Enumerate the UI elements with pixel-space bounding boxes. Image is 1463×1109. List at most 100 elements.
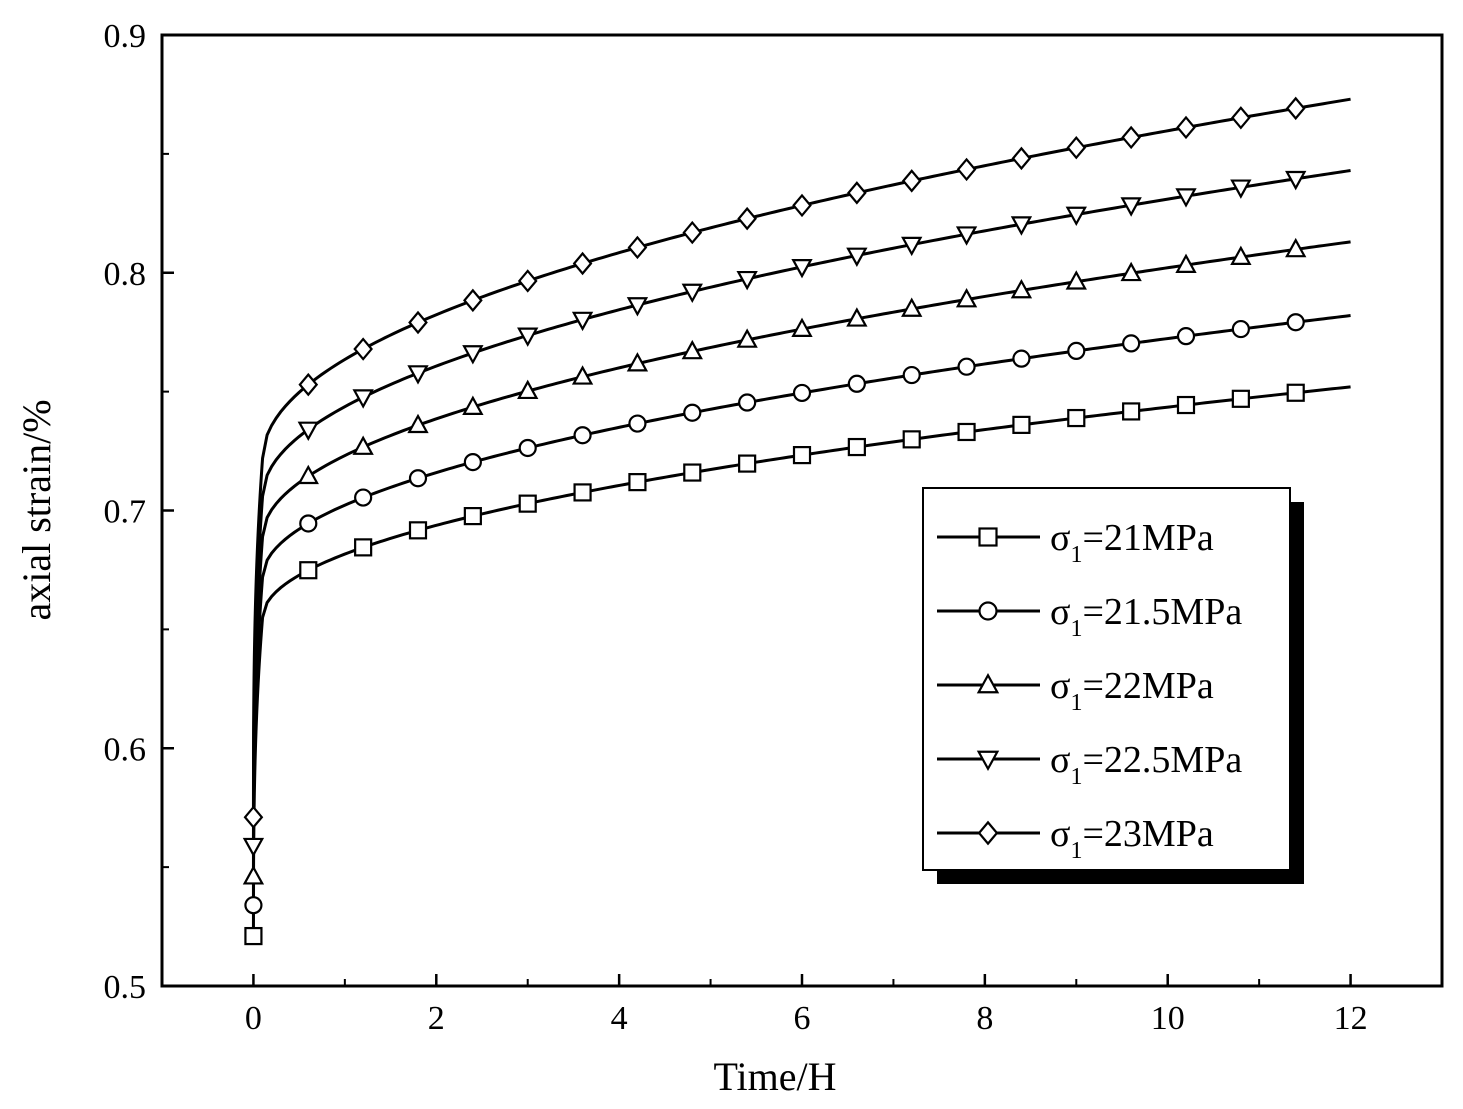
data-point	[1066, 136, 1087, 160]
data-point	[1285, 237, 1307, 258]
data-point	[1122, 334, 1141, 353]
y-tick-label: 0.8	[104, 256, 147, 293]
data-point	[1120, 197, 1142, 217]
data-point	[956, 157, 977, 182]
x-tick-label: 10	[1151, 1000, 1185, 1037]
legend-marker	[976, 672, 1000, 694]
data-point	[902, 430, 921, 449]
legend-label: σ1=23MPa	[1050, 813, 1214, 864]
x-axis-title: Time/H	[713, 1054, 836, 1099]
data-point	[353, 337, 373, 361]
data-point	[683, 403, 702, 422]
data-point	[791, 317, 813, 337]
data-point	[681, 339, 703, 360]
data-point	[354, 488, 373, 507]
legend-box	[922, 487, 1291, 871]
data-point	[738, 393, 757, 412]
data-point	[792, 446, 812, 465]
x-tick-label: 6	[794, 1000, 811, 1037]
data-point	[408, 469, 428, 488]
data-point	[462, 395, 484, 415]
data-point	[352, 435, 374, 455]
data-point	[955, 226, 978, 246]
data-point	[1176, 327, 1196, 346]
data-point	[682, 220, 703, 245]
data-point	[297, 464, 319, 485]
data-point	[736, 270, 758, 291]
data-point	[792, 383, 812, 403]
legend-entry: σ1=21.5MPa	[937, 591, 1242, 642]
data-point	[408, 310, 428, 335]
data-point	[1230, 245, 1252, 266]
data-point	[299, 561, 318, 580]
axis-tick-labels: 0 2 4 6 8 10 12 0.5 0.6 0.7 0.8 0.9	[104, 18, 1368, 1037]
data-point	[1231, 106, 1251, 130]
legend-label: σ1=21.5MPa	[1050, 591, 1242, 642]
data-point	[572, 251, 593, 276]
data-point	[298, 372, 319, 397]
data-point	[847, 374, 866, 393]
data-point	[1122, 402, 1141, 421]
data-point	[628, 414, 647, 433]
data-point	[901, 297, 923, 317]
data-point	[902, 365, 921, 385]
legend-entry: σ1=23MPa	[937, 813, 1214, 864]
data-point	[407, 413, 429, 434]
data-point	[792, 193, 812, 218]
x-tick-label: 0	[245, 1000, 262, 1037]
data-point	[463, 288, 483, 313]
legend-marker	[978, 527, 998, 547]
legend-entries: σ1=21MPa σ1=21.5MPa σ1=22MPa σ1=22.5MPa σ1=2…	[937, 517, 1242, 864]
data-point	[571, 365, 594, 385]
legend-label: σ1=22MPa	[1050, 665, 1214, 716]
data-point	[901, 169, 922, 193]
data-point	[297, 421, 319, 441]
data-point	[791, 258, 813, 279]
legend-entry: σ1=22MPa	[937, 665, 1214, 716]
data-point	[242, 837, 265, 858]
data-point	[1120, 261, 1142, 282]
data-point	[1285, 170, 1307, 191]
data-point	[517, 269, 538, 293]
data-point	[1175, 188, 1197, 208]
data-point	[847, 181, 867, 205]
data-point	[1286, 383, 1305, 402]
data-point	[1067, 341, 1086, 361]
data-point	[737, 206, 757, 231]
legend-entry: σ1=22.5MPa	[937, 739, 1242, 790]
data-point	[1121, 125, 1141, 150]
data-point	[573, 426, 592, 445]
data-point	[518, 438, 537, 458]
data-point	[1176, 115, 1196, 140]
data-point	[573, 483, 592, 502]
legend-marker	[978, 601, 998, 621]
data-point	[628, 473, 647, 492]
data-point	[1231, 319, 1250, 339]
data-point	[955, 288, 978, 308]
data-point	[1067, 408, 1086, 428]
data-point	[847, 437, 866, 457]
data-point	[517, 379, 539, 400]
x-tick-label: 4	[611, 1000, 628, 1037]
data-point	[1012, 415, 1031, 434]
x-tick-label: 12	[1334, 1000, 1368, 1037]
data-point	[242, 865, 265, 885]
data-point	[1175, 253, 1197, 273]
data-point	[1176, 395, 1196, 415]
data-point	[1231, 389, 1250, 408]
data-point	[1012, 349, 1031, 368]
data-point	[736, 328, 758, 348]
data-point	[957, 357, 976, 376]
data-point	[1010, 278, 1033, 299]
legend-marker	[977, 820, 999, 846]
data-point	[517, 327, 539, 347]
data-point	[408, 521, 428, 540]
y-tick-label: 0.5	[104, 969, 147, 1006]
series-markers	[242, 96, 1307, 946]
x-tick-label: 2	[428, 1000, 445, 1037]
legend: σ1=21MPa σ1=21.5MPa σ1=22MPa σ1=22.5MPa σ1=2…	[922, 487, 1304, 884]
axis-ticks	[162, 33, 1352, 988]
data-point	[518, 494, 537, 513]
data-point	[407, 365, 429, 385]
